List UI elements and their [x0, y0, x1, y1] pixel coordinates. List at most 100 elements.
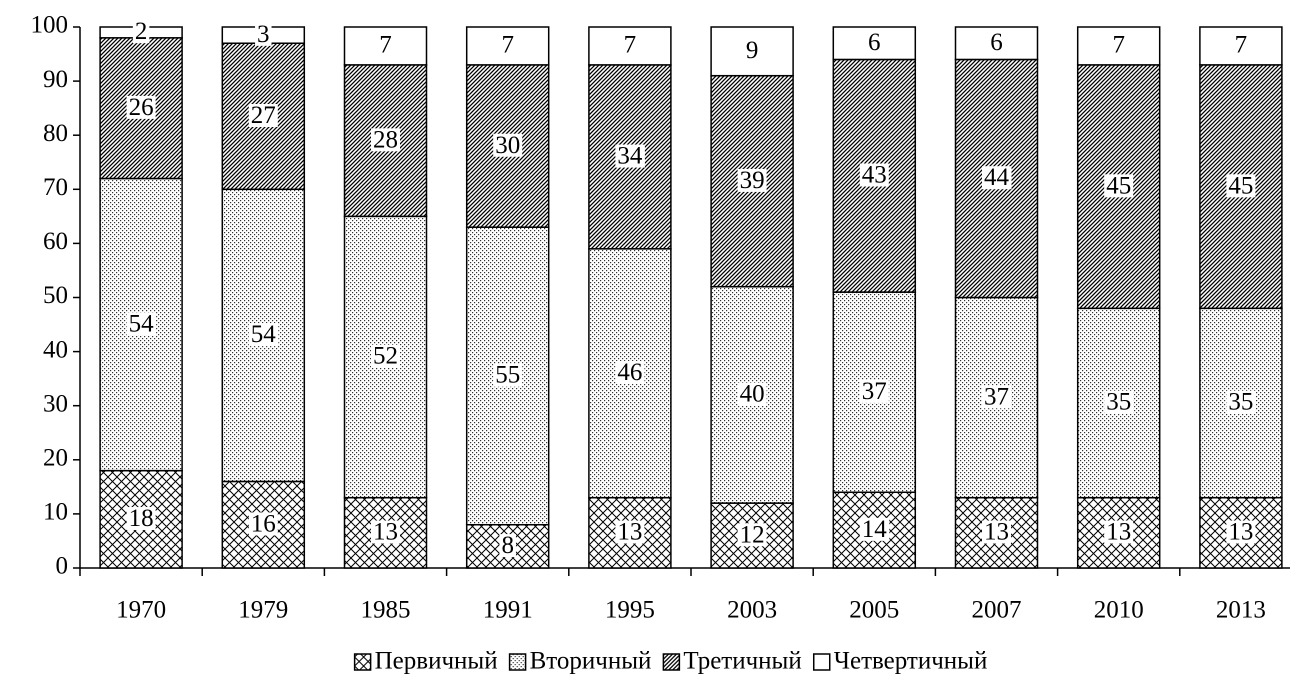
- value-label-group: 54: [126, 310, 157, 337]
- value-label: 13: [1106, 519, 1131, 546]
- value-label: 18: [129, 505, 154, 532]
- value-label-group: 27: [248, 102, 278, 129]
- bar-segment: [832, 291, 917, 494]
- y-tick-label: 10: [43, 499, 68, 526]
- value-label-bg: [248, 512, 278, 536]
- value-label: 6: [990, 29, 1003, 56]
- value-label-group: 14: [859, 516, 890, 543]
- value-label-group: 2: [132, 18, 150, 45]
- legend-swatch: [812, 653, 831, 671]
- value-label: 13: [373, 519, 398, 546]
- value-label-bg: [126, 95, 156, 119]
- value-label-group: 54: [248, 321, 279, 348]
- value-label: 13: [617, 519, 642, 546]
- value-label-group: 45: [1226, 172, 1256, 199]
- y-tick-label: 40: [43, 336, 68, 363]
- value-label: 52: [373, 343, 398, 370]
- value-label-group: 52: [371, 343, 400, 370]
- value-label-bg: [1104, 390, 1134, 414]
- value-label-group: 18: [126, 505, 156, 532]
- value-label-bg: [1226, 390, 1256, 414]
- value-label-bg: [1232, 33, 1250, 57]
- value-label-bg: [371, 344, 400, 368]
- value-label: 45: [1228, 172, 1253, 199]
- value-label-bg: [126, 507, 156, 531]
- value-label-bg: [132, 20, 150, 44]
- value-label-bg: [1226, 174, 1256, 198]
- x-tick-label: 2010: [1094, 597, 1144, 624]
- value-label-group: 13: [1226, 519, 1256, 546]
- y-tick-label: 50: [43, 282, 68, 309]
- value-label-group: 45: [1104, 172, 1134, 199]
- value-label-bg: [371, 520, 400, 544]
- value-label-group: 7: [621, 32, 639, 59]
- y-tick-label: 80: [43, 120, 68, 147]
- y-tick-label: 70: [43, 174, 68, 201]
- value-label-bg: [988, 30, 1005, 54]
- value-label-bg: [982, 385, 1011, 409]
- value-label-bg: [737, 523, 767, 547]
- value-label-group: 35: [1104, 389, 1134, 416]
- value-label: 7: [1112, 32, 1125, 59]
- legend-swatch: [353, 653, 372, 671]
- value-label: 6: [868, 29, 881, 56]
- value-label-bg: [621, 33, 639, 57]
- value-label: 7: [624, 32, 637, 59]
- value-label-bg: [1226, 520, 1256, 544]
- value-label-group: 6: [866, 29, 883, 56]
- value-label-bg: [1104, 520, 1134, 544]
- value-label-group: 8: [499, 532, 516, 559]
- value-label: 16: [251, 510, 276, 537]
- x-tick-label: 1970: [116, 597, 166, 624]
- value-label-group: 37: [859, 378, 889, 405]
- legend-swatch: [662, 653, 681, 671]
- legend: Первичный Вторичный Третичный Четвертичный: [353, 648, 987, 675]
- value-label-group: 13: [982, 519, 1011, 546]
- x-tick-label: 1995: [605, 597, 655, 624]
- value-label-bg: [866, 30, 883, 54]
- value-label-bg: [737, 382, 767, 406]
- legend-swatch: [508, 653, 527, 671]
- value-label-group: 55: [493, 362, 523, 389]
- value-label-bg: [859, 517, 890, 541]
- value-label-bg: [377, 33, 394, 57]
- x-tick-label: 1991: [483, 597, 533, 624]
- value-label-bg: [499, 534, 516, 558]
- value-label-bg: [126, 312, 157, 336]
- value-label-group: 46: [615, 359, 645, 386]
- legend-label: Третичный: [683, 648, 801, 675]
- y-tick-label: 30: [43, 390, 68, 417]
- legend-label: Вторичный: [530, 648, 652, 675]
- value-label-bg: [371, 128, 400, 152]
- value-label-group: 7: [1110, 32, 1127, 59]
- value-label-group: 7: [1232, 32, 1250, 59]
- bar-segment: [1076, 307, 1161, 499]
- value-label-group: 13: [371, 519, 400, 546]
- value-label-group: 39: [737, 167, 767, 194]
- value-label: 37: [862, 378, 887, 405]
- value-label-group: 43: [859, 162, 889, 189]
- value-label: 7: [379, 32, 392, 59]
- value-label-bg: [615, 520, 645, 544]
- value-label-group: 35: [1226, 389, 1256, 416]
- value-label-group: 6: [988, 29, 1005, 56]
- value-label-bg: [737, 168, 767, 192]
- x-tick-label: 2005: [849, 597, 899, 624]
- value-label-bg: [255, 22, 272, 46]
- value-label-group: 30: [493, 132, 523, 159]
- bar-segment: [465, 26, 550, 66]
- x-tick-label: 2013: [1216, 597, 1266, 624]
- x-tick-label: 2007: [972, 597, 1022, 624]
- value-label: 44: [984, 164, 1010, 191]
- value-label-bg: [248, 103, 278, 127]
- legend-label: Первичный: [375, 648, 498, 675]
- value-label-group: 3: [255, 21, 272, 48]
- value-label: 34: [617, 143, 643, 170]
- value-label: 35: [1228, 389, 1253, 416]
- value-label-bg: [743, 39, 761, 63]
- value-label-group: 12: [737, 521, 767, 548]
- value-label-group: 16: [248, 510, 278, 537]
- value-label: 12: [740, 521, 765, 548]
- y-tick-label: 90: [43, 66, 68, 93]
